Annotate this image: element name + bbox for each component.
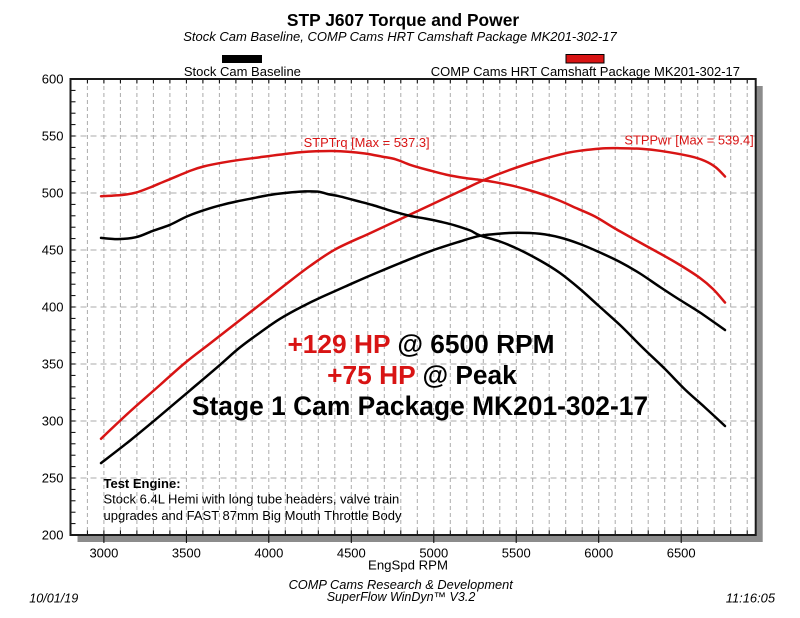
svg-text:STPTrq [Max = 537.3]: STPTrq [Max = 537.3] [304,135,430,150]
svg-text:+75 HP @ Peak: +75 HP @ Peak [327,360,517,390]
svg-text:Stock Cam Baseline, COMP Cams: Stock Cam Baseline, COMP Cams HRT Camsha… [183,29,617,44]
svg-text:Stock Cam Baseline: Stock Cam Baseline [184,64,301,79]
svg-text:COMP Cams Research & Developme: COMP Cams Research & Development [289,577,514,592]
svg-text:400: 400 [42,300,64,315]
svg-text:10/01/19: 10/01/19 [29,592,78,606]
svg-text:COMP Cams HRT Camshaft Package: COMP Cams HRT Camshaft Package MK201-302… [431,64,740,79]
svg-text:500: 500 [42,186,64,201]
svg-text:upgrades and FAST 87mm Big Mou: upgrades and FAST 87mm Big Mouth Throttl… [104,508,402,523]
svg-text:350: 350 [42,357,64,372]
svg-text:450: 450 [42,243,64,258]
svg-text:STP J607 Torque and Power: STP J607 Torque and Power [287,10,520,30]
svg-text:STPPwr [Max = 539.4]: STPPwr [Max = 539.4] [624,132,753,147]
svg-text:5500: 5500 [502,546,531,561]
svg-text:4500: 4500 [337,546,366,561]
svg-text:Stock 6.4L Hemi with long tube: Stock 6.4L Hemi with long tube headers, … [104,492,400,507]
svg-text:300: 300 [42,414,64,429]
svg-text:200: 200 [42,528,64,543]
svg-text:Stage 1 Cam Package MK201-302-: Stage 1 Cam Package MK201-302-17 [192,391,648,421]
svg-text:Test Engine:: Test Engine: [104,476,181,491]
svg-text:3000: 3000 [89,546,118,561]
svg-text:5000: 5000 [419,546,448,561]
svg-text:4000: 4000 [254,546,283,561]
svg-text:6500: 6500 [667,546,696,561]
svg-text:EngSpd RPM: EngSpd RPM [368,558,448,573]
svg-text:11:16:05: 11:16:05 [726,591,776,606]
svg-text:3500: 3500 [172,546,201,561]
svg-text:250: 250 [42,471,64,486]
svg-text:550: 550 [42,129,64,144]
svg-text:6000: 6000 [584,546,613,561]
svg-text:600: 600 [42,72,64,87]
svg-text:+129 HP @ 6500 RPM: +129 HP @ 6500 RPM [287,329,554,359]
svg-text:SuperFlow WinDyn™ V3.2: SuperFlow WinDyn™ V3.2 [327,590,476,604]
